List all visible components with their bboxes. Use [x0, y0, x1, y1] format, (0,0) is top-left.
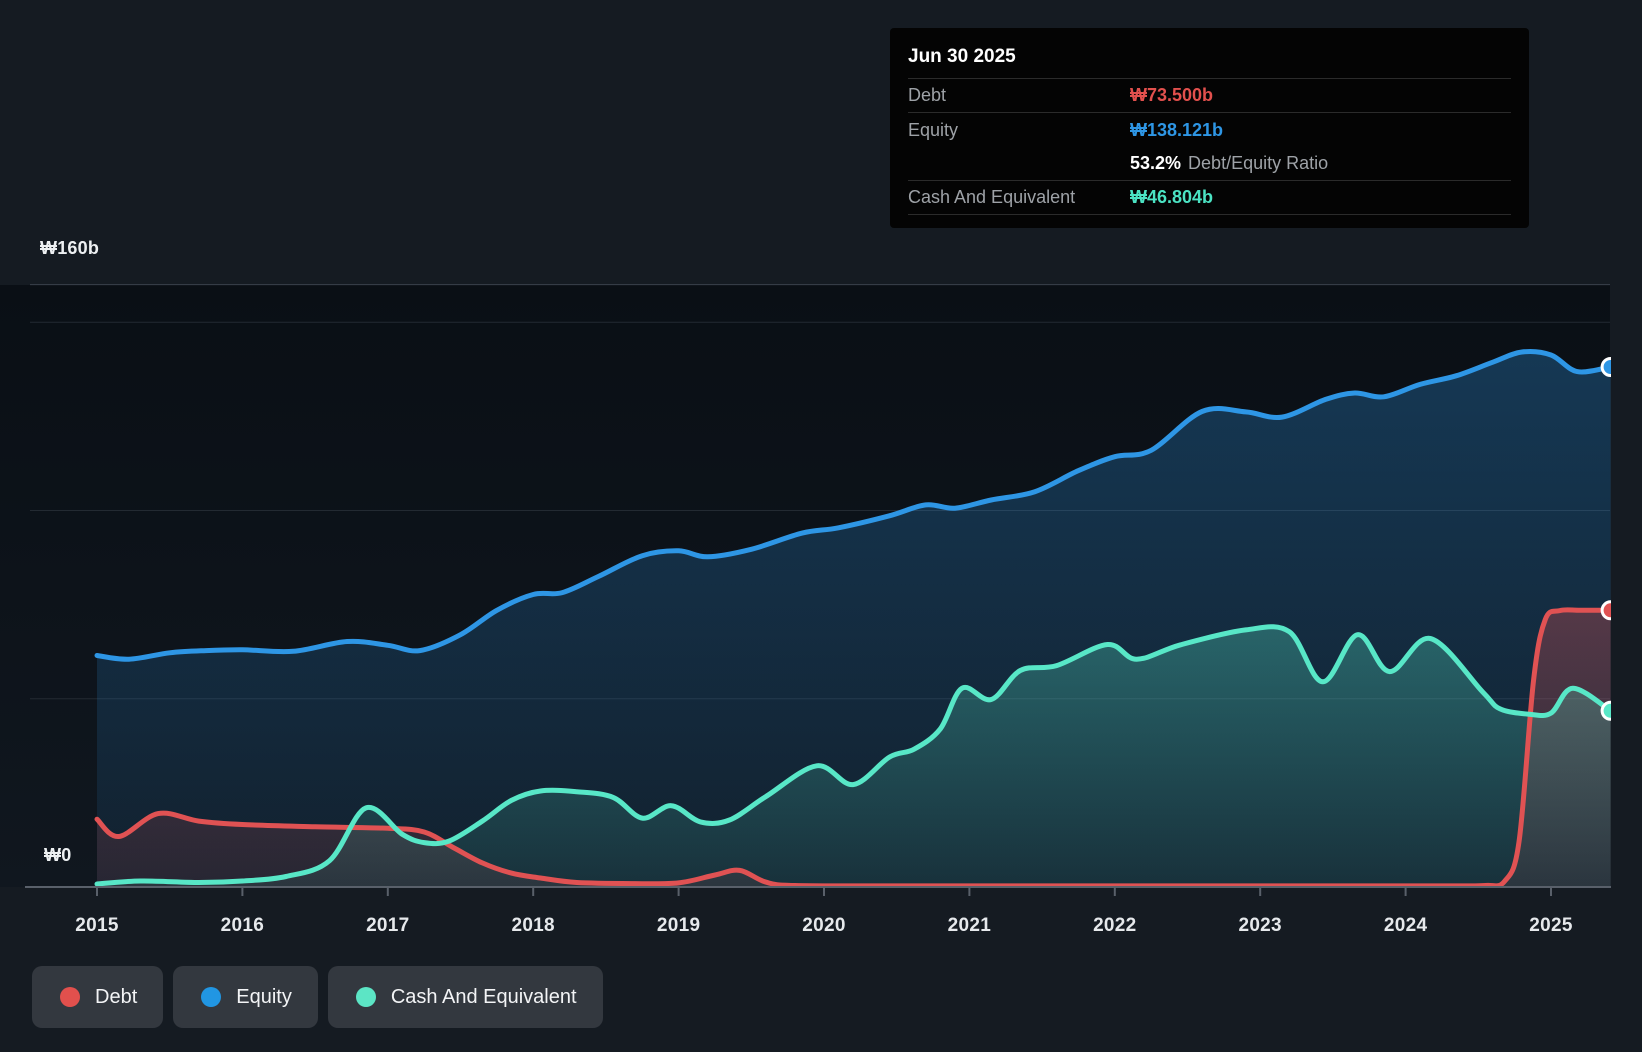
legend-chip-equity[interactable]: Equity — [173, 966, 318, 1028]
y-axis-zero-label: ₩0 — [44, 845, 72, 865]
tooltip-row-value: ₩138.121b — [1130, 119, 1224, 140]
x-axis-label-2015: 2015 — [75, 915, 119, 936]
x-axis-label-2019: 2019 — [656, 915, 701, 936]
x-axis-label-2021: 2021 — [947, 915, 992, 936]
x-axis — [25, 886, 1611, 896]
cash-and-equivalent-end-marker — [1600, 700, 1611, 721]
tooltip-row-label: Cash And Equivalent — [908, 187, 1076, 207]
legend-chip-debt[interactable]: Debt — [32, 966, 164, 1028]
series-lines — [94, 348, 1611, 888]
legend-dot-icon — [201, 987, 222, 1007]
x-axis-label-2016: 2016 — [220, 915, 265, 936]
equity-end-marker — [1600, 357, 1611, 377]
x-axis-label-2022: 2022 — [1093, 915, 1137, 936]
cash-and-equivalent-line — [94, 624, 1611, 887]
tooltip-row-value: 53.2% — [1130, 153, 1182, 173]
tooltip-row-debt: Debt ₩73.500b — [908, 79, 1511, 113]
tooltip-row-equity: Equity ₩138.121b — [908, 113, 1511, 147]
x-axis-label-2017: 2017 — [366, 915, 410, 936]
tooltip-row-cash-and-equivalent: Cash And Equivalent ₩46.804b — [908, 181, 1511, 215]
tooltip-row-label: Debt — [908, 85, 947, 105]
debt-area — [97, 609, 1611, 886]
tooltip-row-label: Equity — [908, 119, 959, 140]
equity-line — [94, 348, 1611, 662]
legend-chip-cash-and-equivalent[interactable]: Cash And Equivalent — [327, 966, 603, 1028]
tooltip-row-suffix: Debt/Equity Ratio — [1188, 153, 1329, 173]
legend-dot-icon — [355, 987, 376, 1007]
chart-legend: Debt Equity Cash And Equivalent — [32, 966, 603, 1028]
cash-and-equivalent-area — [97, 626, 1611, 886]
x-axis-label-2018: 2018 — [511, 915, 555, 936]
tooltip-row-value: ₩73.500b — [1130, 85, 1214, 105]
legend-label: Cash And Equivalent — [390, 985, 577, 1008]
chart-tooltip: Jun 30 2025 Debt ₩73.500b Equity ₩138.121b 5… — [890, 28, 1529, 228]
tooltip-row-value: ₩46.804b — [1130, 187, 1214, 207]
end-markers — [1600, 357, 1611, 721]
legend-label: Equity — [236, 985, 292, 1008]
legend-dot-icon — [60, 987, 80, 1007]
debt-end-marker — [1600, 600, 1611, 621]
x-axis-label-2025: 2025 — [1529, 915, 1573, 936]
x-axis-label-2020: 2020 — [802, 915, 846, 936]
tooltip-row-ratio: 53.2% Debt/Equity Ratio — [908, 147, 1511, 181]
y-axis-max-label: ₩160b — [40, 238, 100, 258]
tooltip-date: Jun 30 2025 — [908, 38, 1511, 79]
series-areas — [97, 351, 1611, 886]
x-axis-label-2024: 2024 — [1383, 915, 1428, 936]
x-axis-label-2023: 2023 — [1238, 915, 1282, 936]
legend-label: Debt — [95, 985, 138, 1008]
tooltip-rows: Debt ₩73.500b Equity ₩138.121b 53.2% Debt/Equ… — [908, 79, 1511, 215]
